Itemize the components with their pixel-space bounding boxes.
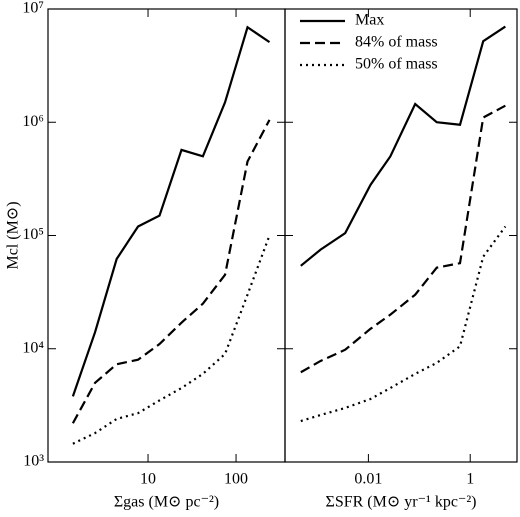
series-line xyxy=(71,25,271,397)
legend-label: 84% of mass xyxy=(355,34,438,51)
y-tick-label: 10⁴ xyxy=(22,339,44,356)
plot-frame xyxy=(47,8,286,463)
series-line xyxy=(300,225,507,423)
y-tick-label: 10⁵ xyxy=(22,226,44,243)
series-line xyxy=(72,235,271,445)
series-line xyxy=(71,119,271,424)
y-axis-label: Mcl (M⊙) xyxy=(5,201,22,269)
x-tick-label: 10 xyxy=(140,471,156,488)
x-tick-label: 1 xyxy=(466,471,474,488)
series-line xyxy=(300,25,506,267)
x-tick-label: 100 xyxy=(224,471,248,488)
y-tick-label: 10⁶ xyxy=(22,113,44,130)
series-line xyxy=(300,104,506,374)
y-tick-label: 10³ xyxy=(23,453,44,470)
legend-label: Max xyxy=(355,12,384,29)
x-axis-label: ΣSFR (M⊙ yr⁻¹ kpc⁻²) xyxy=(326,494,477,511)
legend-label: 50% of mass xyxy=(355,56,438,73)
x-tick-label: 0.01 xyxy=(354,471,382,488)
x-axis-label: Σgas (M⊙ pc⁻²) xyxy=(114,494,219,511)
y-tick-label: 10⁷ xyxy=(22,0,44,17)
plot-frame xyxy=(284,8,518,463)
